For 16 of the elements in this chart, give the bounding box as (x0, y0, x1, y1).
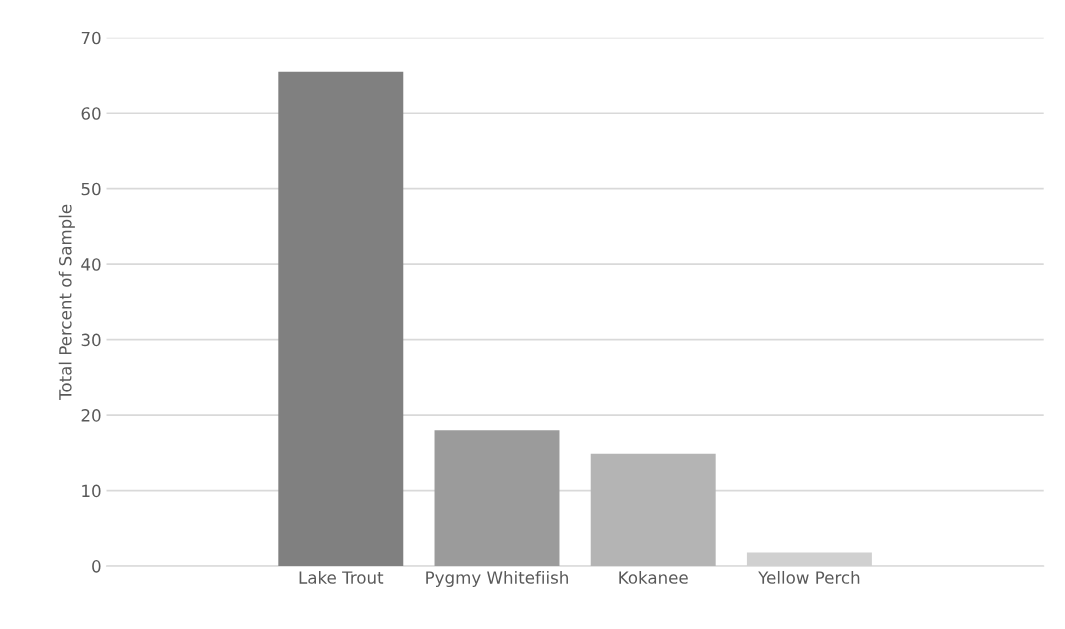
y-tick-label: 20 (81, 409, 101, 422)
y-tick-label: 70 (81, 31, 101, 45)
y-tick-label: 10 (82, 484, 101, 498)
bar (590, 453, 716, 567)
y-tick-label: 50 (81, 182, 101, 196)
x-tick-label: Yellow Perch (758, 570, 860, 584)
x-tick-label: Pygmy Whitefiish (426, 570, 568, 588)
y-axis-title: Total Percent of Sample (58, 204, 75, 400)
bar (278, 71, 404, 567)
y-tick-label: 0 (92, 560, 101, 573)
y-tick-label: 40 (81, 258, 101, 271)
x-tick-label: Lake Trout (299, 570, 384, 584)
bar (434, 430, 560, 567)
y-tick-label: 60 (81, 107, 101, 120)
y-tick-label: 30 (81, 333, 101, 347)
x-tick-label: Kokanee (619, 570, 688, 584)
